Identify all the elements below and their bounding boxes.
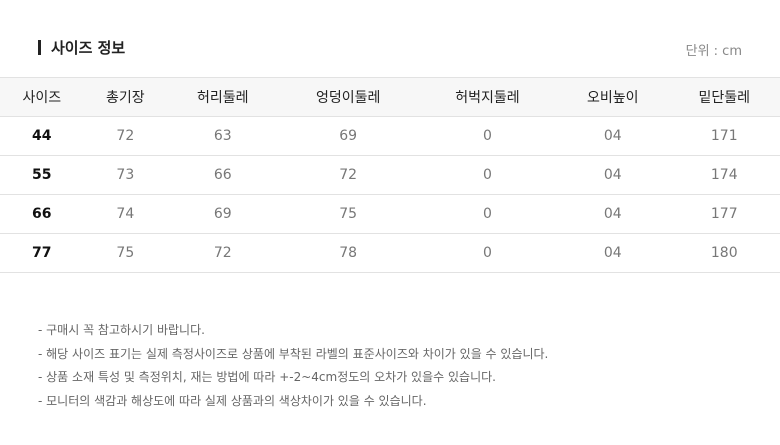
measurement-cell: 0 bbox=[417, 233, 558, 273]
size-cell: 66 bbox=[0, 194, 84, 234]
table-row: 77 75 72 78 0 04 180 bbox=[0, 233, 780, 273]
measurement-cell: 04 bbox=[557, 194, 669, 234]
measurement-cell: 180 bbox=[668, 233, 780, 273]
notes-list: - 구매시 꼭 참고하시기 바랍니다. - 해당 사이즈 표기는 실제 측정사이즈… bbox=[38, 320, 548, 414]
size-cell: 77 bbox=[0, 233, 84, 273]
measurement-cell: 74 bbox=[83, 194, 168, 234]
measurement-cell: 0 bbox=[417, 194, 558, 234]
measurement-cell: 75 bbox=[278, 194, 418, 234]
measurement-cell: 73 bbox=[83, 155, 168, 195]
measurement-cell: 72 bbox=[167, 233, 279, 273]
column-header: 엉덩이둘레 bbox=[278, 77, 418, 117]
page-title: 사이즈 정보 bbox=[51, 38, 126, 57]
column-header: 총기장 bbox=[83, 77, 168, 117]
column-header: 오비높이 bbox=[557, 77, 669, 117]
measurement-cell: 174 bbox=[668, 155, 780, 195]
note-item: - 해당 사이즈 표기는 실제 측정사이즈로 상품에 부착된 라벨의 표준사이즈… bbox=[38, 346, 549, 361]
table-header-row: 사이즈 총기장 허리둘레 엉덩이둘레 허벅지둘레 오비높이 밑단둘레 bbox=[0, 77, 780, 117]
title-bar-decoration bbox=[38, 39, 41, 55]
measurement-cell: 0 bbox=[417, 155, 558, 195]
unit-label: 단위 : cm bbox=[685, 44, 742, 59]
size-cell: 55 bbox=[0, 155, 84, 195]
column-header: 허리둘레 bbox=[167, 77, 279, 117]
measurement-cell: 04 bbox=[557, 233, 669, 273]
measurement-cell: 177 bbox=[668, 194, 780, 234]
table-row: 44 72 63 69 0 04 171 bbox=[0, 116, 780, 156]
measurement-cell: 66 bbox=[167, 155, 279, 195]
measurement-cell: 69 bbox=[278, 116, 418, 156]
column-header: 사이즈 bbox=[0, 77, 84, 117]
column-header: 밑단둘레 bbox=[668, 77, 780, 117]
table-row: 66 74 69 75 0 04 177 bbox=[0, 194, 780, 234]
measurement-cell: 72 bbox=[83, 116, 168, 156]
column-header: 허벅지둘레 bbox=[417, 77, 558, 117]
section-title: 사이즈 정보 bbox=[38, 37, 125, 57]
size-table: 사이즈 총기장 허리둘레 엉덩이둘레 허벅지둘레 오비높이 밑단둘레 44 72 63 69 0 04… bbox=[0, 77, 780, 273]
measurement-cell: 171 bbox=[668, 116, 780, 156]
measurement-cell: 69 bbox=[167, 194, 279, 234]
measurement-cell: 75 bbox=[83, 233, 168, 273]
note-item: - 구매시 꼭 참고하시기 바랍니다. bbox=[38, 323, 205, 337]
table-row: 55 73 66 72 0 04 174 bbox=[0, 155, 780, 195]
note-item: - 상품 소재 특성 및 측정위치, 재는 방법에 따라 +-2~4cm정도의 … bbox=[38, 370, 496, 384]
size-cell: 44 bbox=[0, 116, 84, 156]
note-item: - 모니터의 색감과 해상도에 따라 실제 상품과의 색상차이가 있을 수 있습… bbox=[38, 393, 427, 408]
measurement-cell: 78 bbox=[278, 233, 418, 273]
measurement-cell: 0 bbox=[417, 116, 558, 156]
measurement-cell: 63 bbox=[167, 116, 279, 156]
measurement-cell: 72 bbox=[278, 155, 418, 195]
measurement-cell: 04 bbox=[557, 155, 669, 195]
measurement-cell: 04 bbox=[557, 116, 669, 156]
